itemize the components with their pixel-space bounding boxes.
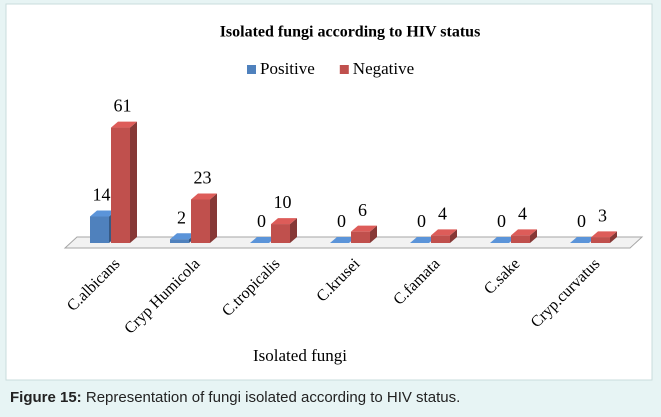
bar-side [290,218,297,243]
value-label: 0 [497,211,506,231]
bar-top [351,225,377,232]
bar-front [191,199,210,243]
bar-top [170,233,196,240]
value-label: 0 [577,211,586,231]
value-label: 61 [114,96,132,116]
value-label: 3 [598,205,607,225]
legend-swatch [247,65,256,74]
bar [511,229,537,243]
chart-title: Isolated fungi according to HIV status [220,24,481,41]
bar-top [591,231,617,238]
bar [570,237,596,243]
legend-label: Positive [260,59,315,78]
bar-side [370,225,377,243]
bar-side [610,231,617,243]
value-label: 10 [274,192,292,212]
bar-top [511,229,537,236]
bar-top [431,229,457,236]
bar-front [591,237,610,243]
bar-front [170,239,189,243]
bar [271,218,297,243]
value-label: 6 [358,200,367,220]
value-label: 4 [518,204,527,224]
bar-top [570,237,596,243]
bar-front [351,231,370,243]
x-axis-title: Isolated fungi [253,346,347,365]
bar [111,121,137,243]
legend-label: Negative [353,59,414,78]
bar-top [490,237,516,243]
value-label: 0 [257,211,266,231]
value-label: 14 [93,185,111,205]
bar-top [191,193,217,200]
bar-front [511,235,530,243]
bar [410,237,436,243]
bar-side [450,229,457,243]
bar-side [210,193,217,243]
bar-side [130,121,137,243]
caption: Figure 15: Representation of fungi isola… [10,389,460,406]
bar-top [410,237,436,243]
value-label: 23 [194,168,212,188]
bar-top [271,218,297,225]
bar [431,229,457,243]
bar-front [111,127,130,243]
value-label: 4 [438,204,447,224]
bar-side [530,229,537,243]
bar [490,237,516,243]
value-label: 0 [417,211,426,231]
bar-top [111,121,137,128]
caption-text: Representation of fungi isolated accordi… [81,389,461,406]
bar [330,237,356,243]
bar [250,237,276,243]
legend-swatch [339,65,349,74]
bar [591,231,617,243]
value-label: 2 [177,207,186,227]
bar [351,225,377,243]
bar-front [271,224,290,243]
bar-front [431,235,450,243]
bar-top [330,237,356,243]
bar-front [90,216,109,243]
bar [191,193,217,243]
bar-top [90,210,116,217]
chart: Isolated fungi according to HIV status I… [5,3,653,381]
caption-label: Figure 15: [10,389,82,406]
bar-top [250,237,276,243]
value-label: 0 [337,211,346,231]
